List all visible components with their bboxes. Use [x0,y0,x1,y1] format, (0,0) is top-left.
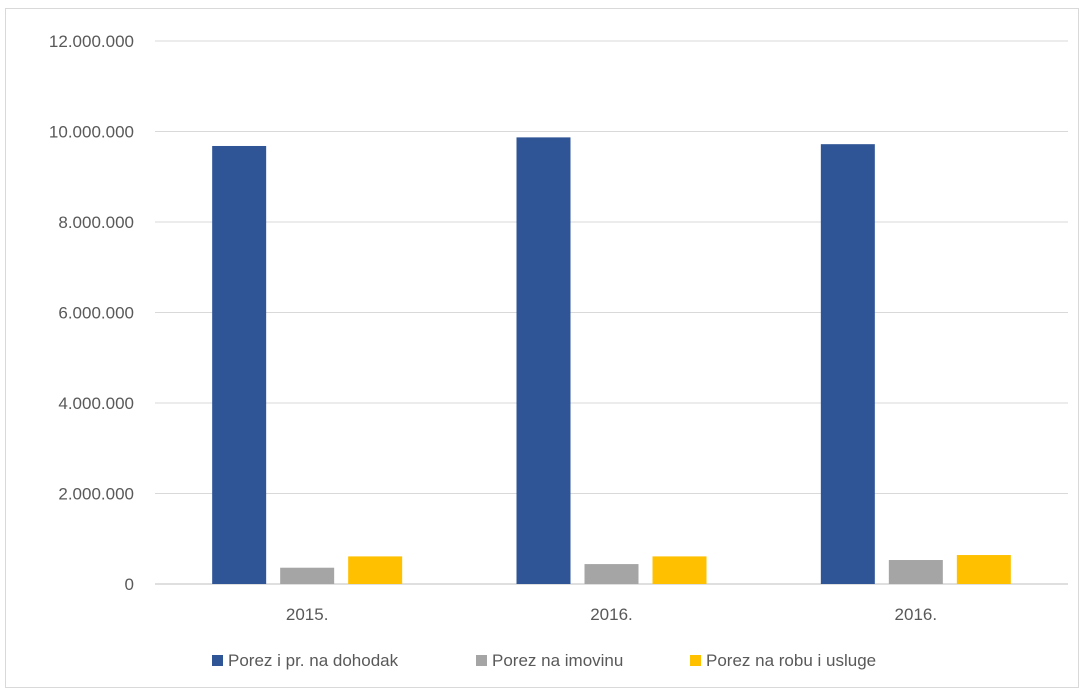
x-tick-label: 2015. [286,605,329,624]
legend: Porez i pr. na dohodak Porez na imovinu Po… [212,651,876,670]
y-tick-label: 0 [125,575,134,594]
bar-1-1 [212,145,267,585]
y-tick-label: 6.000.000 [58,304,134,323]
bar-2-1 [280,567,335,584]
y-tick-label: 2.000.000 [58,485,134,504]
bar-1-3 [820,144,875,585]
bars [212,137,1011,585]
legend-swatch [690,655,701,666]
y-axis-tick-labels: 0 2.000.000 4.000.000 6.000.000 8.000.000 10.… [49,32,134,594]
legend-label: Porez i pr. na dohodak [228,651,399,670]
legend-swatch [476,655,487,666]
y-tick-label: 4.000.000 [58,394,134,413]
bar-2-3 [888,560,943,584]
x-tick-label: 2016. [590,605,633,624]
bar-3-3 [956,555,1011,584]
legend-swatch [212,655,223,666]
legend-label: Porez na robu i usluge [706,651,876,670]
y-tick-label: 8.000.000 [58,213,134,232]
bar-3-1 [348,556,403,584]
gridlines [155,40,1068,585]
y-tick-label: 10.000.000 [49,123,134,142]
bar-2-2 [584,564,639,584]
y-tick-label: 12.000.000 [49,32,134,51]
bar-3-2 [652,556,707,584]
x-tick-label: 2016. [895,605,938,624]
x-axis-tick-labels: 2015. 2016. 2016. [286,605,937,624]
bar-1-2 [516,137,571,584]
legend-label: Porez na imovinu [492,651,623,670]
